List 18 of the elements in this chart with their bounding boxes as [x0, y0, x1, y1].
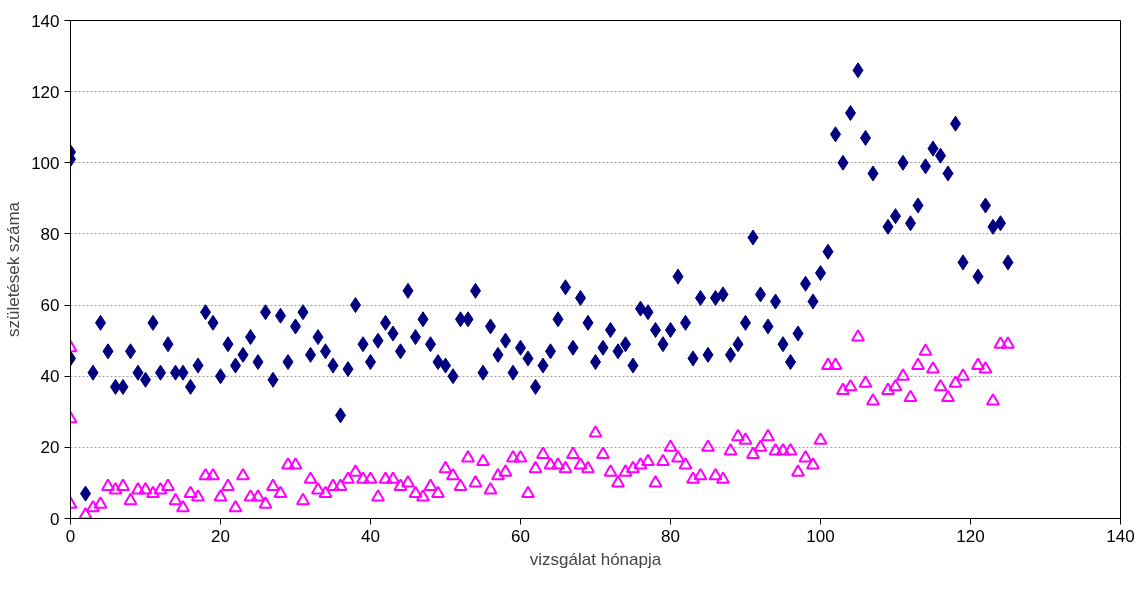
x-tick-label: 120	[956, 526, 985, 546]
x-axis-title: vizsgálat hónapja	[529, 549, 662, 569]
x-tick-label: 80	[661, 526, 680, 546]
x-tick-label: 140	[1106, 526, 1135, 546]
y-tick-label: 20	[40, 438, 60, 458]
y-tick-label: 60	[40, 296, 60, 316]
x-tick-label: 40	[361, 526, 380, 546]
x-tick-label: 60	[511, 526, 530, 546]
y-axis-title: születések száma	[4, 201, 24, 338]
x-tick-label: 100	[806, 526, 835, 546]
y-tick-label: 120	[31, 82, 60, 102]
y-tick-label: 0	[50, 509, 60, 529]
y-tick-label: 80	[40, 224, 60, 244]
x-tick-label: 0	[65, 526, 76, 546]
y-tick-label: 140	[31, 11, 60, 31]
y-tick-label: 40	[40, 367, 60, 387]
y-tick-label: 100	[31, 153, 60, 173]
x-tick-label: 20	[211, 526, 230, 546]
